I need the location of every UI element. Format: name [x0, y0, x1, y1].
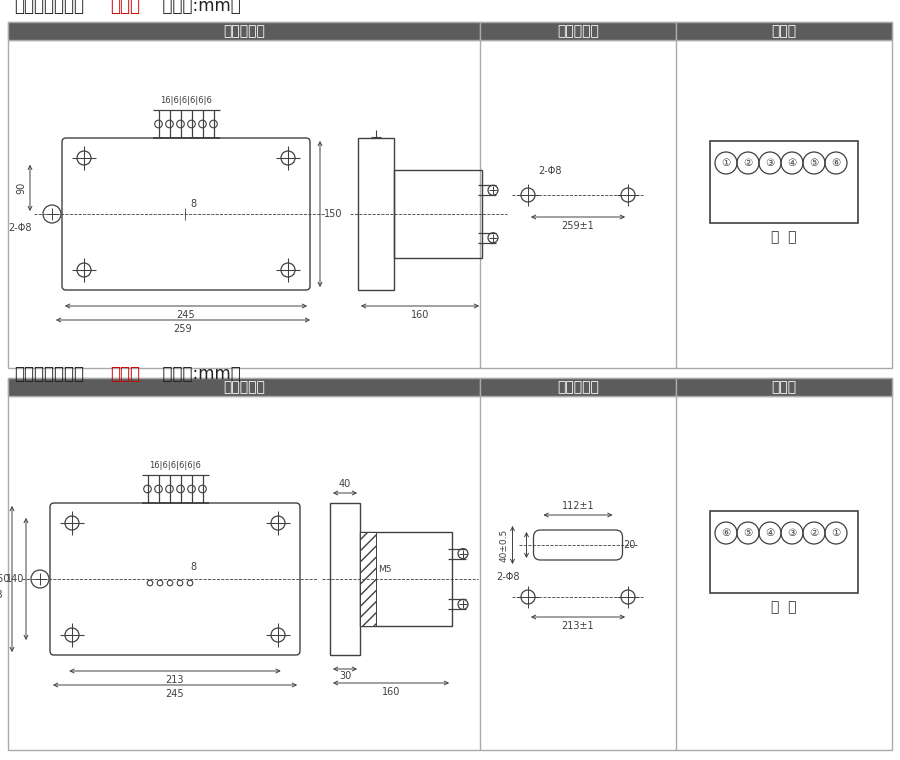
Text: 前接线: 前接线 — [110, 0, 140, 15]
Text: ③: ③ — [765, 158, 775, 168]
Text: 16|6|6|6|6|6: 16|6|6|6|6|6 — [160, 96, 212, 105]
Text: 90: 90 — [16, 182, 26, 194]
Bar — [394, 170, 482, 258]
Bar — [480, 22, 676, 40]
Text: 安装开孔图: 安装开孔图 — [557, 380, 598, 394]
Bar — [358, 138, 394, 290]
Text: 单相过流凸出式: 单相过流凸出式 — [14, 365, 84, 383]
Text: 245: 245 — [176, 310, 195, 320]
Bar — [8, 378, 892, 750]
Text: 2-Φ8: 2-Φ8 — [0, 590, 3, 600]
Text: M5: M5 — [378, 565, 392, 574]
Text: ②: ② — [743, 158, 752, 168]
Text: ①: ① — [722, 158, 731, 168]
Text: ④: ④ — [765, 528, 775, 538]
Text: （单位:mm）: （单位:mm） — [152, 0, 241, 15]
Bar — [676, 22, 892, 40]
FancyBboxPatch shape — [50, 503, 300, 655]
Text: 259±1: 259±1 — [562, 221, 594, 231]
Text: ③: ③ — [788, 528, 796, 538]
Text: 背  视: 背 视 — [771, 600, 796, 614]
Bar — [360, 532, 452, 626]
Text: 213: 213 — [166, 675, 184, 685]
Text: ①: ① — [832, 528, 841, 538]
Text: 2-Φ8: 2-Φ8 — [497, 572, 520, 582]
Text: 259: 259 — [174, 324, 193, 334]
Text: 112±1: 112±1 — [562, 501, 594, 511]
Text: 40±0.5: 40±0.5 — [500, 528, 508, 562]
Text: ⑥: ⑥ — [832, 158, 841, 168]
Text: 后接线: 后接线 — [110, 365, 140, 383]
Text: 外形尺寸图: 外形尺寸图 — [223, 380, 265, 394]
Text: ⑤: ⑤ — [809, 158, 819, 168]
Bar — [480, 378, 676, 396]
Bar — [8, 22, 480, 40]
Text: 30: 30 — [339, 671, 351, 681]
Text: 16|6|6|6|6|6: 16|6|6|6|6|6 — [149, 461, 201, 470]
Bar — [360, 532, 376, 626]
Text: 端子图: 端子图 — [771, 24, 796, 38]
Bar — [8, 378, 480, 396]
FancyBboxPatch shape — [534, 530, 623, 560]
Text: ②: ② — [809, 528, 819, 538]
Text: 8: 8 — [190, 562, 196, 572]
Text: 150: 150 — [0, 574, 10, 584]
Bar — [676, 378, 892, 396]
Text: 140: 140 — [5, 574, 24, 584]
Bar — [330, 503, 360, 655]
Text: 20: 20 — [624, 540, 636, 550]
Text: 安装开孔图: 安装开孔图 — [557, 24, 598, 38]
Text: 2-Φ8: 2-Φ8 — [8, 223, 32, 233]
Text: 8: 8 — [190, 199, 196, 209]
Text: 单相过流凸出式: 单相过流凸出式 — [14, 0, 84, 15]
Text: 端子图: 端子图 — [771, 380, 796, 394]
Bar — [8, 22, 892, 368]
Text: （单位:mm）: （单位:mm） — [152, 365, 241, 383]
Bar — [710, 511, 858, 593]
Text: 245: 245 — [166, 689, 184, 699]
Text: 外形尺寸图: 外形尺寸图 — [223, 24, 265, 38]
Bar — [710, 141, 858, 223]
Text: ④: ④ — [788, 158, 796, 168]
FancyBboxPatch shape — [62, 138, 310, 290]
Text: ⑥: ⑥ — [722, 528, 731, 538]
Text: 150: 150 — [324, 209, 343, 219]
Text: 40: 40 — [339, 479, 351, 489]
Text: 160: 160 — [382, 687, 400, 697]
Text: 2-Φ8: 2-Φ8 — [538, 166, 562, 176]
Text: 213±1: 213±1 — [562, 621, 594, 631]
Text: 前  视: 前 视 — [771, 230, 796, 244]
Text: 160: 160 — [410, 310, 429, 320]
Text: ⑤: ⑤ — [743, 528, 752, 538]
